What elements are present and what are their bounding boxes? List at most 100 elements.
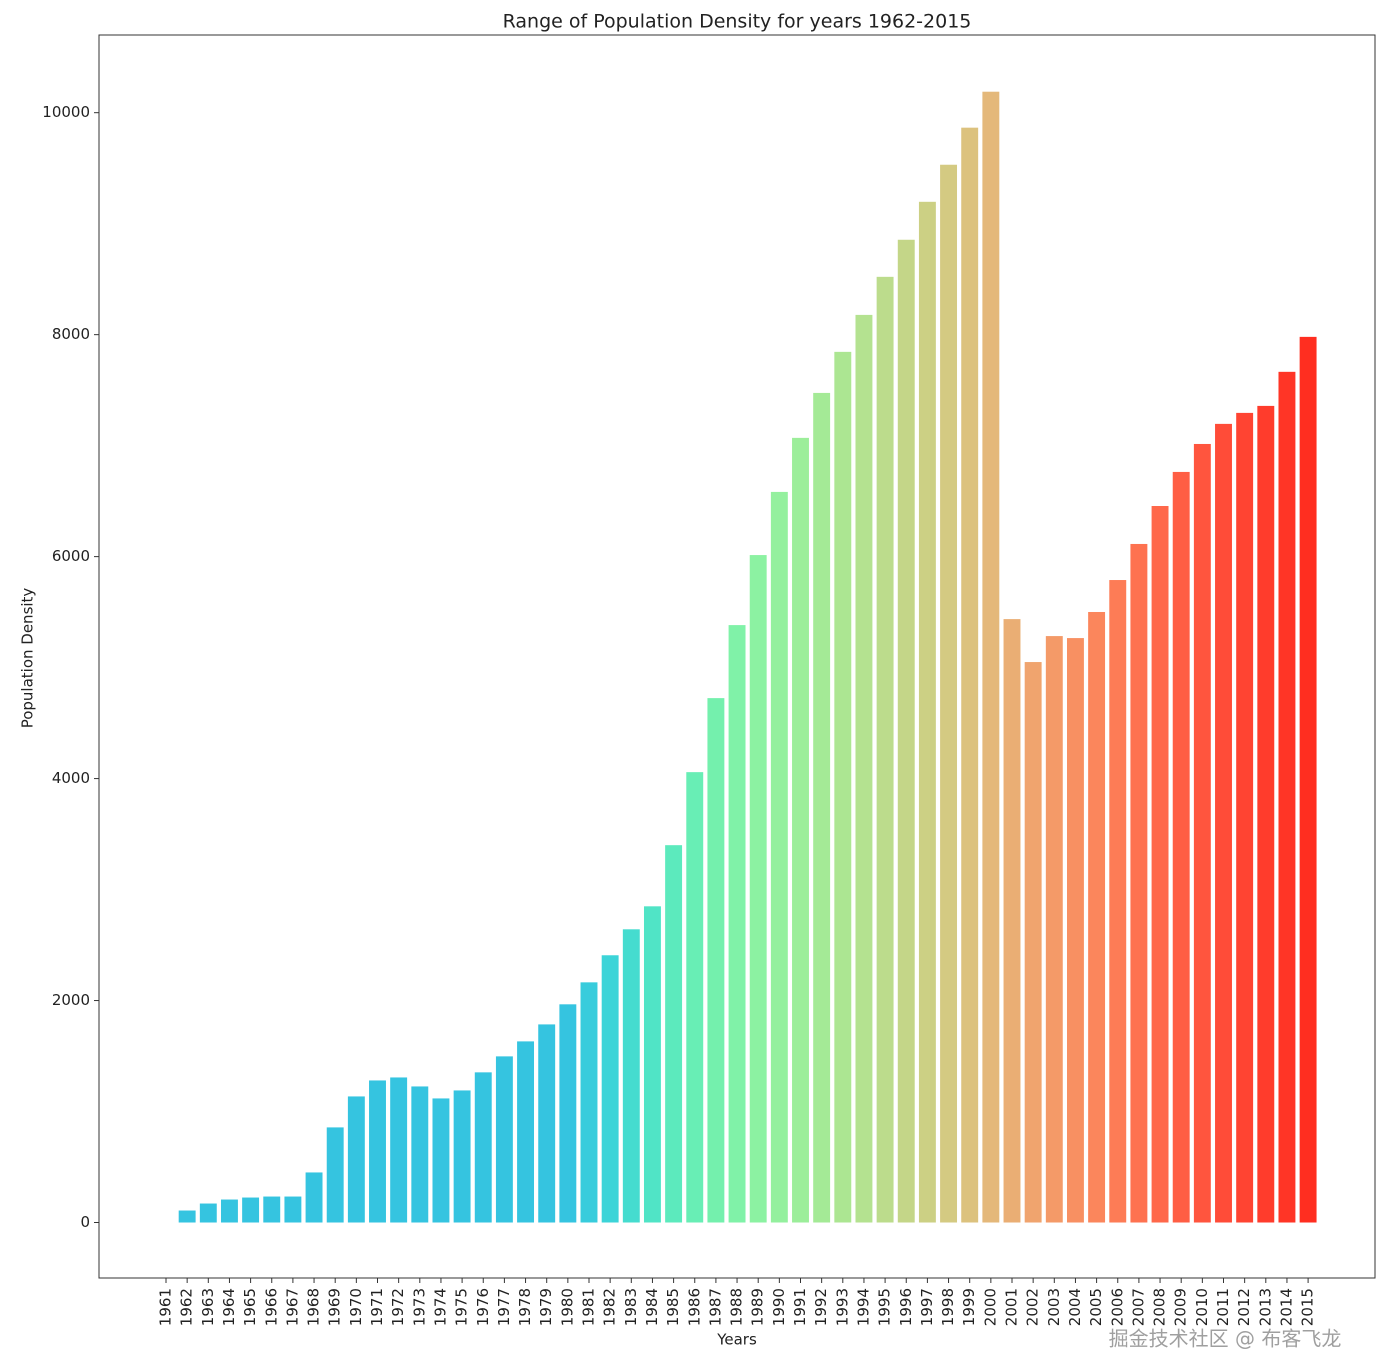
bar [1109, 580, 1127, 1223]
x-tick-label: 2010 [1193, 1288, 1211, 1326]
watermark: 掘金技术社区 @ 布客飞龙 [1109, 1327, 1342, 1351]
x-tick-label: 1965 [241, 1288, 259, 1326]
bar [707, 698, 725, 1223]
x-tick-label: 1999 [960, 1288, 978, 1326]
bar [1278, 371, 1296, 1223]
bar [940, 164, 958, 1223]
bar [369, 1080, 386, 1223]
x-tick-label: 1996 [897, 1288, 915, 1326]
x-tick-label: 1980 [558, 1288, 576, 1326]
bar [749, 555, 767, 1223]
x-tick-label: 1969 [326, 1288, 344, 1326]
bar [1172, 471, 1190, 1223]
x-axis-label: Years [716, 1331, 757, 1349]
bar [538, 1024, 556, 1223]
bar [390, 1077, 408, 1223]
bar [961, 127, 979, 1223]
y-tick-label: 10000 [42, 103, 90, 121]
bar [347, 1096, 365, 1223]
bar [728, 625, 746, 1223]
bar [326, 1127, 344, 1223]
y-tick-label: 2000 [52, 991, 90, 1009]
bar [580, 982, 598, 1223]
chart-title: Range of Population Density for years 19… [503, 11, 972, 33]
x-tick-label: 1992 [812, 1288, 830, 1326]
x-tick-label: 2003 [1045, 1288, 1063, 1326]
x-tick-label: 1995 [876, 1288, 894, 1326]
x-tick-label: 2007 [1129, 1288, 1147, 1326]
x-tick-label: 1987 [706, 1288, 724, 1326]
bar [284, 1196, 302, 1223]
bar [559, 1004, 577, 1223]
bar [1066, 638, 1084, 1223]
bar [263, 1196, 281, 1223]
bar [686, 772, 704, 1223]
x-tick-label: 1989 [749, 1288, 767, 1326]
bar [178, 1210, 196, 1223]
bar [1024, 662, 1042, 1223]
bar [432, 1098, 450, 1223]
x-tick-label: 1981 [580, 1288, 598, 1326]
x-tick-label: 2009 [1172, 1288, 1190, 1326]
x-tick-label: 1979 [537, 1288, 555, 1326]
x-tick-label: 1966 [262, 1288, 280, 1326]
x-tick-label: 2005 [1087, 1288, 1105, 1326]
x-tick-label: 2015 [1299, 1288, 1317, 1326]
x-tick-label: 1972 [389, 1288, 407, 1326]
x-tick-label: 1993 [833, 1288, 851, 1326]
bar [982, 91, 1000, 1223]
bar [1236, 412, 1254, 1223]
bar [199, 1203, 217, 1223]
x-tick-label: 1997 [918, 1288, 936, 1326]
x-tick-label: 2012 [1235, 1288, 1253, 1326]
x-tick-label: 1961 [157, 1288, 175, 1326]
x-tick-label: 1974 [431, 1288, 449, 1326]
x-tick-label: 1986 [685, 1288, 703, 1326]
y-axis-label: Population Density [19, 588, 37, 729]
bar [1215, 423, 1232, 1223]
bar [622, 929, 640, 1223]
bar [1299, 336, 1317, 1223]
bar [517, 1041, 535, 1223]
bar [411, 1086, 429, 1223]
bar [1003, 619, 1021, 1223]
x-tick-label: 1983 [622, 1288, 640, 1326]
x-tick-label: 2008 [1151, 1288, 1169, 1326]
y-tick-label: 8000 [52, 325, 90, 343]
bar [1088, 611, 1106, 1223]
bar [792, 437, 809, 1223]
bar [1151, 506, 1169, 1223]
x-tick-label: 1968 [305, 1288, 323, 1326]
x-tick-label: 2006 [1108, 1288, 1126, 1326]
x-tick-label: 1962 [178, 1288, 196, 1326]
x-tick-label: 1964 [220, 1288, 238, 1326]
x-tick-label: 1988 [728, 1288, 746, 1326]
x-tick-label: 1990 [770, 1288, 788, 1326]
x-tick-label: 1975 [453, 1288, 471, 1326]
bar [813, 392, 831, 1223]
bar [855, 314, 873, 1223]
bar [242, 1197, 260, 1223]
x-tick-label: 1982 [601, 1288, 619, 1326]
bar [643, 906, 661, 1223]
x-tick-label: 2004 [1066, 1288, 1084, 1326]
x-tick-label: 2001 [1003, 1288, 1021, 1326]
x-tick-label: 1984 [643, 1288, 661, 1326]
x-tick-label: 2014 [1277, 1288, 1295, 1326]
bar [876, 276, 894, 1223]
bar [1257, 405, 1275, 1223]
x-tick-label: 1998 [939, 1288, 957, 1326]
bar [770, 491, 788, 1223]
x-tick-label: 1978 [516, 1288, 534, 1326]
bar [834, 351, 852, 1223]
bar [453, 1090, 471, 1223]
bar [474, 1072, 492, 1223]
x-tick-label: 1971 [368, 1288, 386, 1326]
x-tick-label: 1991 [791, 1288, 809, 1326]
bar [1045, 636, 1063, 1223]
x-tick-label: 2002 [1024, 1288, 1042, 1326]
bar [897, 239, 915, 1223]
y-tick-label: 4000 [52, 769, 90, 787]
x-tick-label: 2011 [1214, 1288, 1232, 1326]
